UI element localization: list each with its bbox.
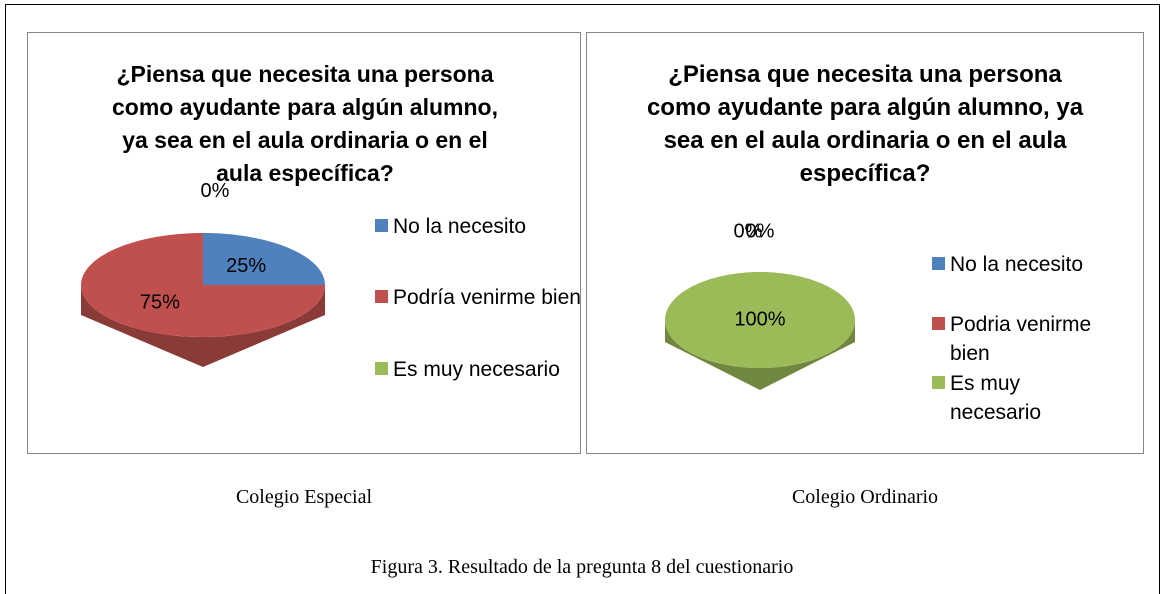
legend-swatch	[932, 257, 945, 270]
legend-item: Podria venirme bien	[932, 310, 1110, 368]
pie-side	[665, 320, 855, 390]
chart-box	[27, 32, 581, 454]
legend-item: No la necesito	[375, 212, 583, 241]
legend-label: No la necesito	[393, 215, 527, 238]
legend-item: Es muy necesario	[932, 369, 1110, 427]
data-label: 0%	[734, 221, 763, 243]
legend-label: No la necesito	[950, 253, 1084, 276]
data-label: 100%	[734, 308, 785, 330]
legend-swatch	[932, 376, 945, 389]
legend-swatch	[375, 362, 388, 375]
pie: 0%0% 100%	[665, 221, 855, 390]
legend-item: No la necesito	[932, 250, 1110, 279]
caption: Colegio Especial	[235, 486, 373, 508]
legend-item: Es muy necesario	[375, 355, 583, 384]
legend-swatch	[932, 317, 945, 330]
legend-swatch	[375, 219, 388, 232]
chart-title: ¿Piensa que necesita una persona como ay…	[112, 61, 498, 186]
data-label: 75%	[140, 292, 180, 314]
pie-slice	[81, 233, 326, 337]
legend-swatch	[375, 290, 388, 303]
data-label: 25%	[226, 255, 266, 277]
legend-label: Es muy necesario	[950, 372, 1042, 424]
caption: Colegio Ordinario	[791, 486, 939, 508]
chart-title: ¿Piensa que necesita una persona como ay…	[646, 61, 1084, 187]
pie-side	[81, 285, 325, 367]
figure-caption: Figura 3. Resultado de la pregunta 8 del…	[370, 556, 794, 578]
pie-slice	[665, 272, 855, 368]
legend-label: Podria venirme bien	[950, 313, 1092, 365]
pie-slice	[203, 233, 325, 285]
chart-box	[586, 32, 1144, 454]
pie: 25% 75% 0%	[81, 180, 326, 367]
legend-item: Podría venirme bien	[375, 283, 583, 312]
frame	[5, 4, 1160, 594]
data-label: 0%	[746, 221, 775, 243]
data-label: 0%	[201, 180, 230, 202]
legend-label: Podría venirme bien	[393, 286, 581, 309]
legend-label: Es muy necesario	[393, 358, 560, 381]
